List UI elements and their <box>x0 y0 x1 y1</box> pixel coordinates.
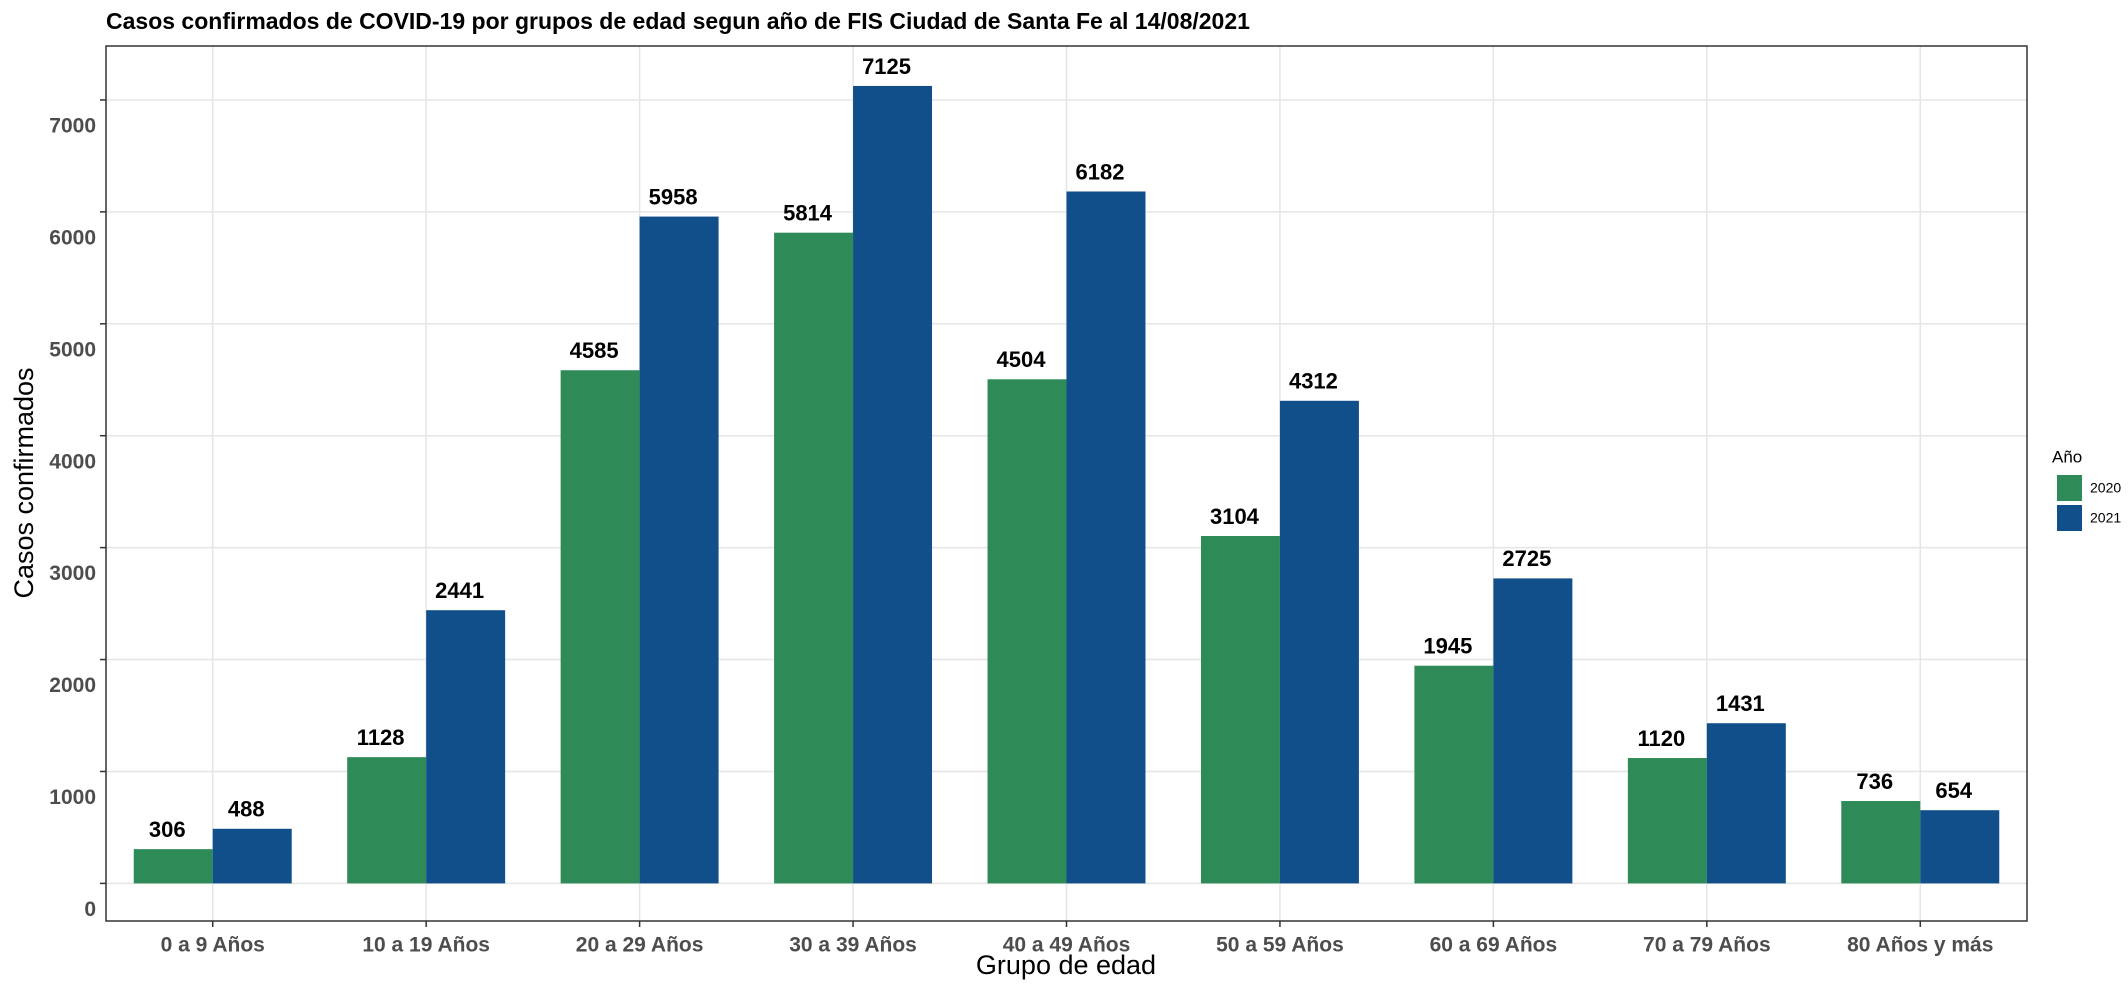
bar <box>212 828 292 884</box>
data-label: 306 <box>149 817 186 842</box>
bar <box>347 757 427 884</box>
data-label: 1120 <box>1637 726 1685 751</box>
data-label: 1431 <box>1716 691 1765 716</box>
bar <box>133 849 213 884</box>
bar <box>1200 535 1280 884</box>
bar <box>1841 801 1921 884</box>
y-tick-label: 7000 <box>49 114 96 137</box>
bar <box>1920 810 2000 884</box>
data-label: 736 <box>1856 769 1893 794</box>
y-tick-label: 6000 <box>49 226 96 249</box>
data-label: 5814 <box>783 200 833 225</box>
legend-swatch <box>2057 505 2082 531</box>
data-label: 4585 <box>570 338 619 363</box>
bar <box>774 232 854 884</box>
bar <box>560 370 640 884</box>
data-label: 1128 <box>357 725 405 750</box>
data-label: 4504 <box>997 347 1047 372</box>
bar <box>1414 665 1494 884</box>
x-tick-label: 30 a 39 Años <box>789 934 917 957</box>
x-tick-label: 60 a 69 Años <box>1430 934 1558 957</box>
legend-title: Año <box>2052 447 2082 466</box>
bar <box>1279 400 1359 884</box>
legend-label: 2021 <box>2090 510 2121 526</box>
legend-swatch <box>2057 475 2082 501</box>
bar <box>1706 723 1786 884</box>
x-tick-label: 20 a 29 Años <box>576 934 704 957</box>
bar <box>987 379 1067 884</box>
data-label: 3104 <box>1210 504 1260 529</box>
x-tick-label: 0 a 9 Años <box>161 934 265 957</box>
chart-title: Casos confirmados de COVID-19 por grupos… <box>106 8 1250 34</box>
x-tick-label: 10 a 19 Años <box>362 934 490 957</box>
data-label: 5958 <box>649 184 698 209</box>
data-label: 1945 <box>1423 634 1472 659</box>
data-label: 654 <box>1935 778 1972 803</box>
y-tick-label: 5000 <box>49 338 96 361</box>
x-tick-label: 80 Años y más <box>1847 934 1993 957</box>
bar <box>639 216 719 884</box>
bar <box>1493 578 1573 884</box>
x-axis-title: Grupo de edad <box>976 950 1156 980</box>
y-tick-label: 1000 <box>49 786 96 809</box>
legend-label: 2020 <box>2090 480 2121 496</box>
data-label: 6182 <box>1076 159 1125 184</box>
bar <box>853 85 933 884</box>
data-label: 2441 <box>435 578 484 603</box>
data-label: 4312 <box>1289 369 1338 394</box>
x-tick-label: 70 a 79 Años <box>1643 934 1771 957</box>
y-tick-label: 2000 <box>49 674 96 697</box>
y-tick-label: 3000 <box>49 562 96 585</box>
y-axis-title: Casos confirmados <box>9 367 39 598</box>
data-label: 488 <box>228 797 265 822</box>
y-tick-label: 0 <box>84 898 96 921</box>
data-label: 7125 <box>862 54 911 79</box>
bar <box>1627 758 1707 884</box>
bar <box>426 610 506 884</box>
plot-border <box>105 45 2028 922</box>
x-tick-label: 50 a 59 Años <box>1216 934 1344 957</box>
x-tick-label: 40 a 49 Años <box>1003 934 1131 957</box>
data-label: 2725 <box>1502 546 1551 571</box>
bar <box>1066 191 1146 884</box>
y-tick-label: 4000 <box>49 450 96 473</box>
